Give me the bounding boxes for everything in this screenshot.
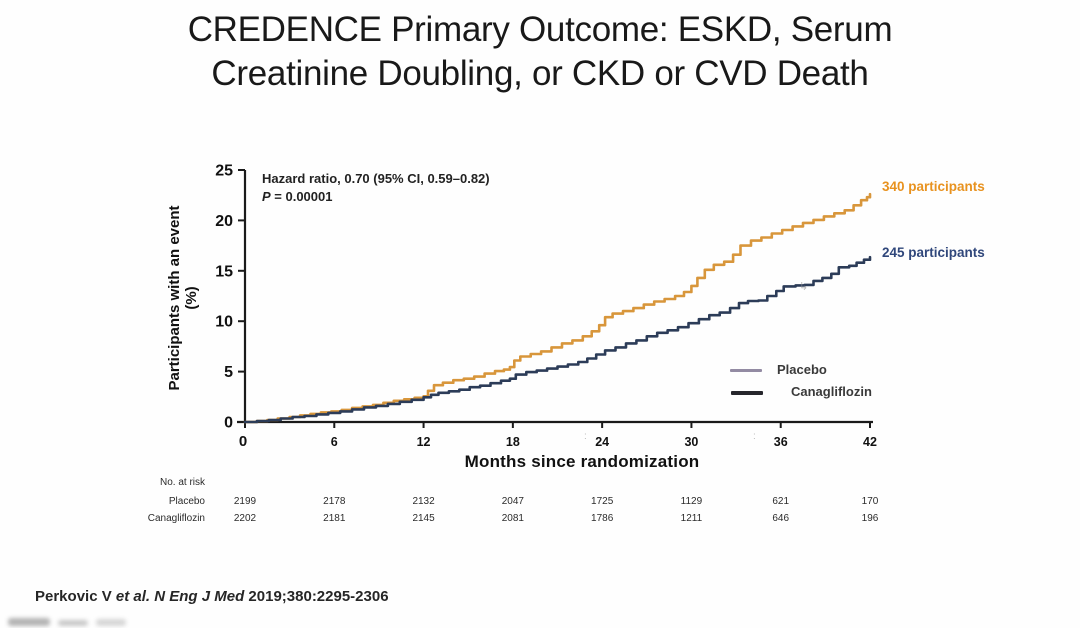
curve-canagliflozin	[243, 255, 872, 424]
x-tick-label: 12	[417, 435, 431, 449]
citation-reference: 2019;380:2295-2306	[248, 588, 389, 605]
bottom-edge-smudge	[8, 618, 50, 626]
axis-lines	[237, 170, 873, 424]
risk-count-canagliflozin-m12: 2145	[412, 513, 435, 524]
risk-row-label-canagliflozin: Canagliflozin	[147, 513, 205, 524]
bottom-edge-smudge	[96, 619, 126, 626]
hazard-ratio-annotation: Hazard ratio, 0.70 (95% CI, 0.59–0.82) P…	[262, 170, 490, 206]
legend-label-canagliflozin: Canagliflozin	[791, 384, 872, 399]
y-axis-title-line2: (%)	[183, 286, 200, 310]
citation-authors: Perkovic V	[35, 588, 116, 605]
curve-placebo	[243, 192, 872, 424]
x-tick-label: 42	[863, 435, 877, 449]
y-tick-label: 20	[215, 213, 233, 230]
y-axis-title-line1: Participants with an event	[166, 205, 183, 391]
risk-count-canagliflozin-m18: 2081	[501, 513, 524, 524]
canagliflozin-count-label: 245 participants	[882, 245, 985, 260]
slide-title-line2: Creatinine Doubling, or CKD or CVD Death	[211, 54, 869, 93]
y-axis-title: Participants with an event (%)	[166, 158, 200, 438]
slide-title-line1: CREDENCE Primary Outcome: ESKD, Serum	[187, 10, 893, 49]
risk-count-placebo-m12: 2132	[412, 496, 435, 507]
bottom-edge-smudge	[58, 620, 88, 626]
x-axis-title: Months since randomization	[464, 452, 700, 471]
risk-count-canagliflozin-m30: 1211	[680, 513, 703, 524]
risk-count-canagliflozin-m42: 196	[861, 513, 879, 524]
x-tick-label: 6	[331, 435, 338, 449]
x-tick-label: 0	[239, 433, 247, 450]
canagliflozin-line-swatch	[731, 391, 763, 395]
risk-row-label-placebo: Placebo	[168, 496, 205, 507]
risk-count-placebo-m42: 170	[861, 496, 879, 507]
y-tick-label: 0	[224, 415, 233, 432]
risk-count-canagliflozin-m24: 1786	[591, 513, 614, 524]
hazard-ratio-text: Hazard ratio, 0.70 (95% CI, 0.59–0.82)	[262, 171, 490, 186]
legend-label-placebo: Placebo	[777, 362, 827, 377]
p-value-text: P = 0.00001	[262, 188, 490, 206]
citation: Perkovic V et al. N Eng J Med 2019;380:2…	[35, 588, 389, 605]
risk-table-heading: No. at risk	[159, 477, 205, 488]
x-tick-label: 30	[684, 435, 698, 449]
p-symbol: P	[262, 189, 271, 204]
y-tick-label: 15	[215, 263, 233, 280]
y-tick-label: 10	[215, 314, 233, 331]
x-tick-label: 36	[774, 435, 788, 449]
compression-artifact-colon: :	[753, 431, 756, 442]
compression-artifact-colon: :	[584, 431, 587, 442]
risk-count-placebo-m6: 2178	[323, 496, 346, 507]
citation-journal: et al. N Eng J Med	[115, 588, 249, 605]
placebo-count-label: 340 participants	[882, 179, 985, 194]
placebo-line-swatch	[730, 369, 762, 372]
risk-count-placebo-m36: 621	[772, 496, 790, 507]
risk-count-placebo-m18: 2047	[501, 496, 524, 507]
x-tick-label: 18	[506, 435, 520, 449]
y-tick-label: 5	[224, 364, 233, 381]
risk-count-placebo-m30: 1129	[680, 496, 703, 507]
p-value: = 0.00001	[270, 189, 333, 204]
slide-title: CREDENCE Primary Outcome: ESKD, Serum Cr…	[0, 8, 1080, 96]
y-tick-label: 25	[215, 163, 233, 180]
x-tick-label: 24	[595, 435, 609, 449]
risk-count-placebo-m24: 1725	[591, 496, 614, 507]
risk-count-canagliflozin-m36: 646	[772, 513, 790, 524]
risk-count-canagliflozin-m0: 2202	[233, 513, 257, 524]
risk-count-placebo-m0: 2199	[233, 496, 257, 507]
mouse-cursor-artifact: ↳	[799, 281, 809, 293]
risk-count-canagliflozin-m6: 2181	[323, 513, 346, 524]
